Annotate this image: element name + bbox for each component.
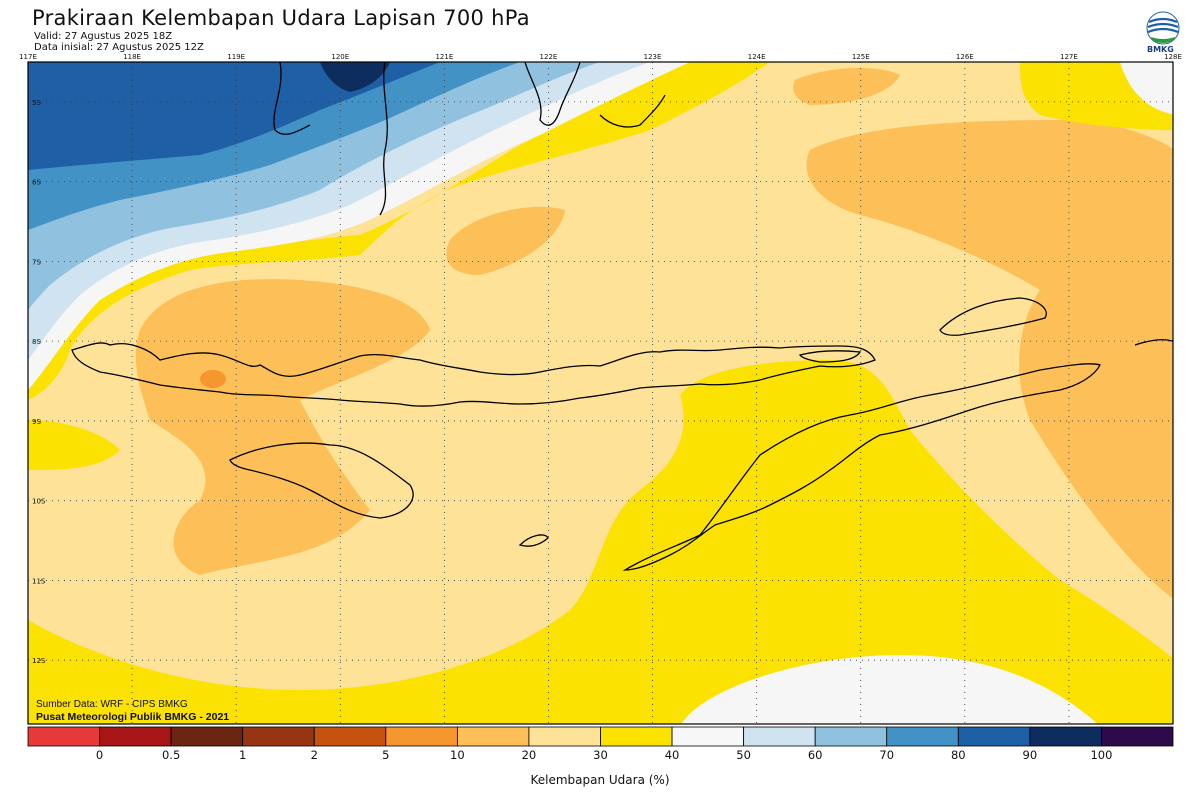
humidity-band-10-20-northeast [793,68,900,105]
flores-sea-islet-coast [599,94,666,128]
colorbar-swatch [99,726,172,747]
humidity-band-90-100 [320,62,390,92]
lon-tick-label: 125E [852,53,870,61]
colorbar-tick-label: 50 [736,748,751,762]
lat-tick-label: 6S [32,179,41,187]
colorbar-swatch [600,726,673,747]
humidity-band-5-10 [200,370,226,388]
data-source: Sumber Data: WRF - CIPS BMKG [36,699,188,710]
colorbar-swatch [385,726,458,747]
colorbar-tick-label: 0.5 [161,748,181,762]
lon-tick-label: 127E [1060,53,1078,61]
colorbar-tick-label: 30 [593,748,608,762]
colorbar-tick-label: 70 [879,748,895,762]
kalimantan-south-coast [273,62,311,135]
lat-tick-label: 9S [32,418,41,426]
colorbar-tick-label: 10 [450,748,465,762]
colorbar-swatch [814,726,888,747]
lon-tick-label: 119E [227,53,245,61]
page-title: Prakiraan Kelembapan Udara Lapisan 700 h… [32,6,530,30]
colorbar-tick-label: 20 [521,748,537,762]
alor-coast [798,350,862,363]
publisher: Pusat Meteorologi Publik BMKG - 2021 [36,711,229,723]
lon-tick-label: 126E [956,53,974,61]
humidity-band-40-50-northeast [1120,62,1173,115]
lon-tick-label: 121E [435,53,453,61]
lon-tick-label: 118E [123,53,141,61]
timor-coast [622,363,1101,571]
colorbar-tick-label: 0 [95,748,104,762]
colorbar-swatch [957,726,1031,747]
lat-tick-label: 11S [32,577,46,585]
lat-tick-label: 5S [32,99,41,107]
colorbar-swatch [1101,726,1174,747]
sumba-coast [229,442,414,519]
map-frame [27,61,1174,725]
colorbar-swatch [886,726,959,747]
colorbar [27,726,1174,747]
colorbar-tick-label: 2 [310,748,318,762]
colorbar-swatch [27,726,100,747]
colorbar-swatch [1029,726,1102,747]
colorbar-tick-label: 5 [382,748,390,762]
lat-tick-label: 12S [32,657,46,665]
lon-tick-label: 120E [331,53,349,61]
coastlines [71,62,1173,571]
colorbar-swatch [743,726,816,747]
bmkg-logo-text: BMKG [1147,45,1174,54]
savu-coast [518,534,549,547]
colorbar-tick-label: 100 [1090,748,1113,762]
lon-tick-label: 124E [748,53,766,61]
colorbar-tick-label: 80 [950,748,966,762]
wetar-coast [939,297,1047,336]
lon-tick-label: 123E [644,53,662,61]
lon-tick-label: 128E [1164,53,1182,61]
lombok-bali-coast [71,342,876,407]
colorbar-tick-label: 1 [239,748,247,762]
lat-tick-label: 8S [32,338,41,346]
colorbar-swatch [671,726,745,747]
initial-time: Data inisial: 27 Agustus 2025 12Z [34,42,204,53]
humidity-band-30-40-west [28,420,120,470]
colorbar-swatch [456,726,530,747]
humidity-band-10-20-east [806,120,1173,599]
colorbar-tick-label: 40 [664,748,680,762]
colorbar-swatch [170,726,244,747]
humidity-band-30-40-north [28,62,770,400]
lon-tick-label: 122E [540,53,558,61]
colorbar-swatch [528,726,601,747]
tick-labels: 117E 118E 119E 120E 121E 122E 123E 124E 125E 126E… [19,53,1182,665]
colorbar-tick-label: 90 [1022,748,1038,762]
lon-tick-label: 117E [19,53,37,61]
colorbar-swatch [242,726,315,747]
humidity-band-40-50-south [681,655,1098,724]
humidity-band-10-20-north [446,206,565,275]
lat-tick-label: 10S [32,498,46,506]
humidity-band-80-90 [28,62,440,170]
valid-time: Valid: 27 Agustus 2025 18Z [34,31,173,42]
maluku-islet-coast [1134,339,1173,346]
humidity-band-30-40-south [28,360,1173,724]
humidity-field [28,62,1173,724]
sulawesi-coast [379,62,388,216]
colorbar-tick-label: 60 [807,748,823,762]
sulawesi-southeast-coast [524,62,581,126]
lat-tick-label: 7S [32,258,41,266]
colorbar-swatch [313,726,387,747]
bmkg-logo-icon [1146,11,1180,45]
colorbar-title: Kelembapan Udara (%) [530,773,670,787]
